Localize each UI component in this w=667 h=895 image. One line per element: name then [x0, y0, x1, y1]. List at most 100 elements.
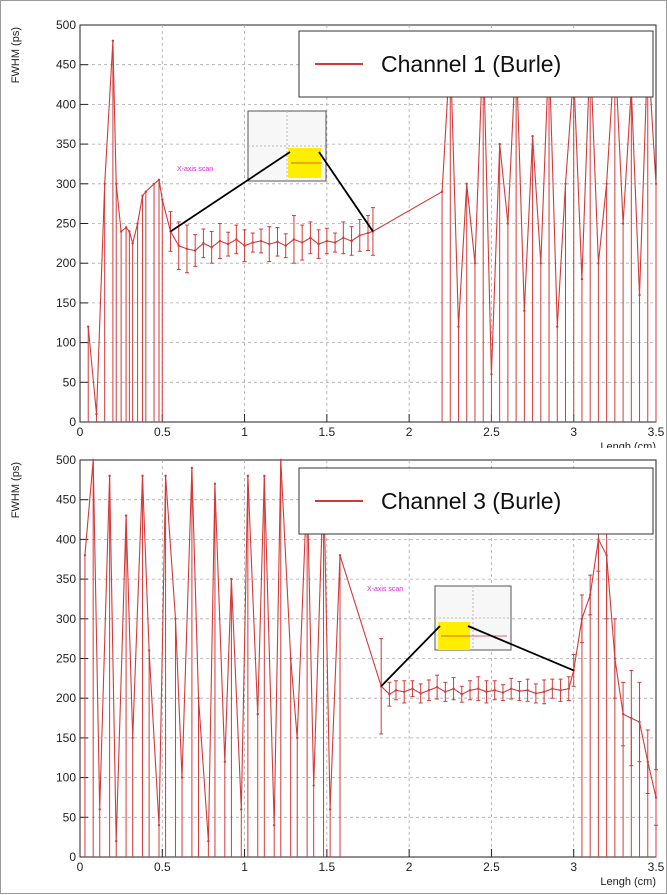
data-point — [119, 230, 123, 233]
data-point — [457, 325, 460, 328]
data-point — [207, 839, 210, 843]
data-point — [157, 824, 161, 827]
data-point — [588, 593, 592, 597]
data-point — [194, 249, 197, 252]
data-point — [350, 239, 353, 243]
x-tick-label: 3 — [570, 860, 577, 874]
data-point — [95, 412, 98, 416]
series-group — [83, 458, 658, 857]
x-tick-label: 0.5 — [154, 425, 171, 439]
data-point — [218, 239, 222, 243]
data-point — [289, 657, 292, 660]
data-point — [312, 784, 315, 787]
data-point — [136, 222, 139, 225]
data-point — [115, 182, 118, 185]
data-point — [144, 190, 148, 193]
data-point — [493, 689, 496, 692]
data-point — [460, 693, 464, 696]
data-point — [498, 142, 501, 146]
data-point — [333, 241, 337, 244]
data-point — [523, 309, 526, 313]
data-point — [243, 244, 246, 247]
data-point — [654, 796, 658, 799]
y-axis-label: FWHM (ps) — [10, 462, 22, 518]
data-point — [152, 182, 156, 185]
scan-label: X-axis scan — [367, 586, 403, 593]
x-tick-label: 2.5 — [483, 425, 500, 439]
data-point — [131, 736, 134, 740]
data-point — [296, 736, 299, 740]
data-point — [427, 689, 431, 692]
data-point — [518, 689, 521, 693]
data-point — [551, 687, 554, 690]
data-point — [531, 134, 534, 138]
data-point — [185, 247, 189, 251]
y-tick-label: 50 — [63, 810, 77, 824]
series-line — [87, 40, 657, 415]
data-point — [226, 242, 230, 246]
data-point — [98, 808, 101, 811]
data-point — [580, 617, 584, 620]
y-tick-label: 200 — [56, 256, 76, 270]
data-point — [526, 689, 529, 692]
data-point — [638, 293, 641, 297]
data-point — [128, 230, 131, 233]
data-point — [580, 277, 584, 281]
data-point — [465, 182, 468, 185]
legend-label: Channel 3 (Burle) — [381, 488, 561, 514]
x-tick-label: 2.5 — [483, 860, 500, 874]
scan-inset: X-axis scan — [367, 585, 575, 687]
data-point — [268, 242, 271, 246]
x-tick-label: 1.5 — [319, 860, 336, 874]
y-tick-label: 350 — [56, 137, 76, 151]
data-point — [630, 716, 633, 720]
x-tick-label: 3.5 — [648, 860, 665, 874]
channel-1-chart: 0 0.5 1 1.5 2 2.5 3 3.5 0 50 100 150 200 250 300 350 400… — [10, 18, 665, 448]
data-point — [240, 808, 243, 811]
y-tick-label: 400 — [56, 97, 76, 111]
data-point — [87, 325, 90, 328]
x-tick-label: 2 — [406, 425, 413, 439]
data-point — [328, 808, 332, 811]
data-point — [358, 234, 361, 237]
y-tick-label: 300 — [56, 612, 76, 626]
data-point — [646, 760, 649, 763]
data-point — [621, 712, 625, 716]
data-point — [654, 182, 658, 185]
data-point — [317, 242, 320, 246]
data-point — [276, 240, 279, 243]
data-point — [366, 231, 370, 235]
data-point — [309, 236, 312, 239]
data-point — [279, 458, 282, 462]
data-point — [108, 474, 111, 478]
data-point — [564, 182, 567, 185]
data-point — [342, 236, 345, 239]
data-point — [338, 554, 342, 557]
x-axis-label: Lengh (cm) — [600, 441, 656, 448]
data-point — [213, 482, 217, 486]
data-point — [263, 474, 266, 478]
data-point — [613, 657, 617, 660]
data-point — [605, 554, 608, 557]
scan-label: X-axis scan — [177, 166, 213, 173]
data-point — [597, 262, 600, 265]
data-point — [501, 691, 505, 694]
data-point — [177, 244, 180, 247]
inset-connector-left — [380, 625, 441, 687]
y-tick-label: 500 — [56, 18, 76, 32]
channel-3-chart: 0 0.5 1 1.5 2 2.5 3 3.5 0 50 100 150 200 250 300 350 400… — [10, 453, 665, 888]
y-tick-label: 250 — [56, 652, 76, 666]
y-tick-label: 450 — [56, 493, 76, 507]
data-point — [147, 649, 151, 652]
x-tick-label: 0 — [77, 860, 84, 874]
data-point — [394, 689, 398, 692]
data-point — [115, 839, 118, 843]
x-tick-label: 1 — [241, 425, 248, 439]
data-point — [621, 222, 625, 225]
data-point — [509, 687, 513, 690]
data-point — [161, 198, 164, 201]
data-point — [542, 690, 546, 694]
data-point — [567, 687, 570, 690]
data-point — [485, 690, 488, 694]
